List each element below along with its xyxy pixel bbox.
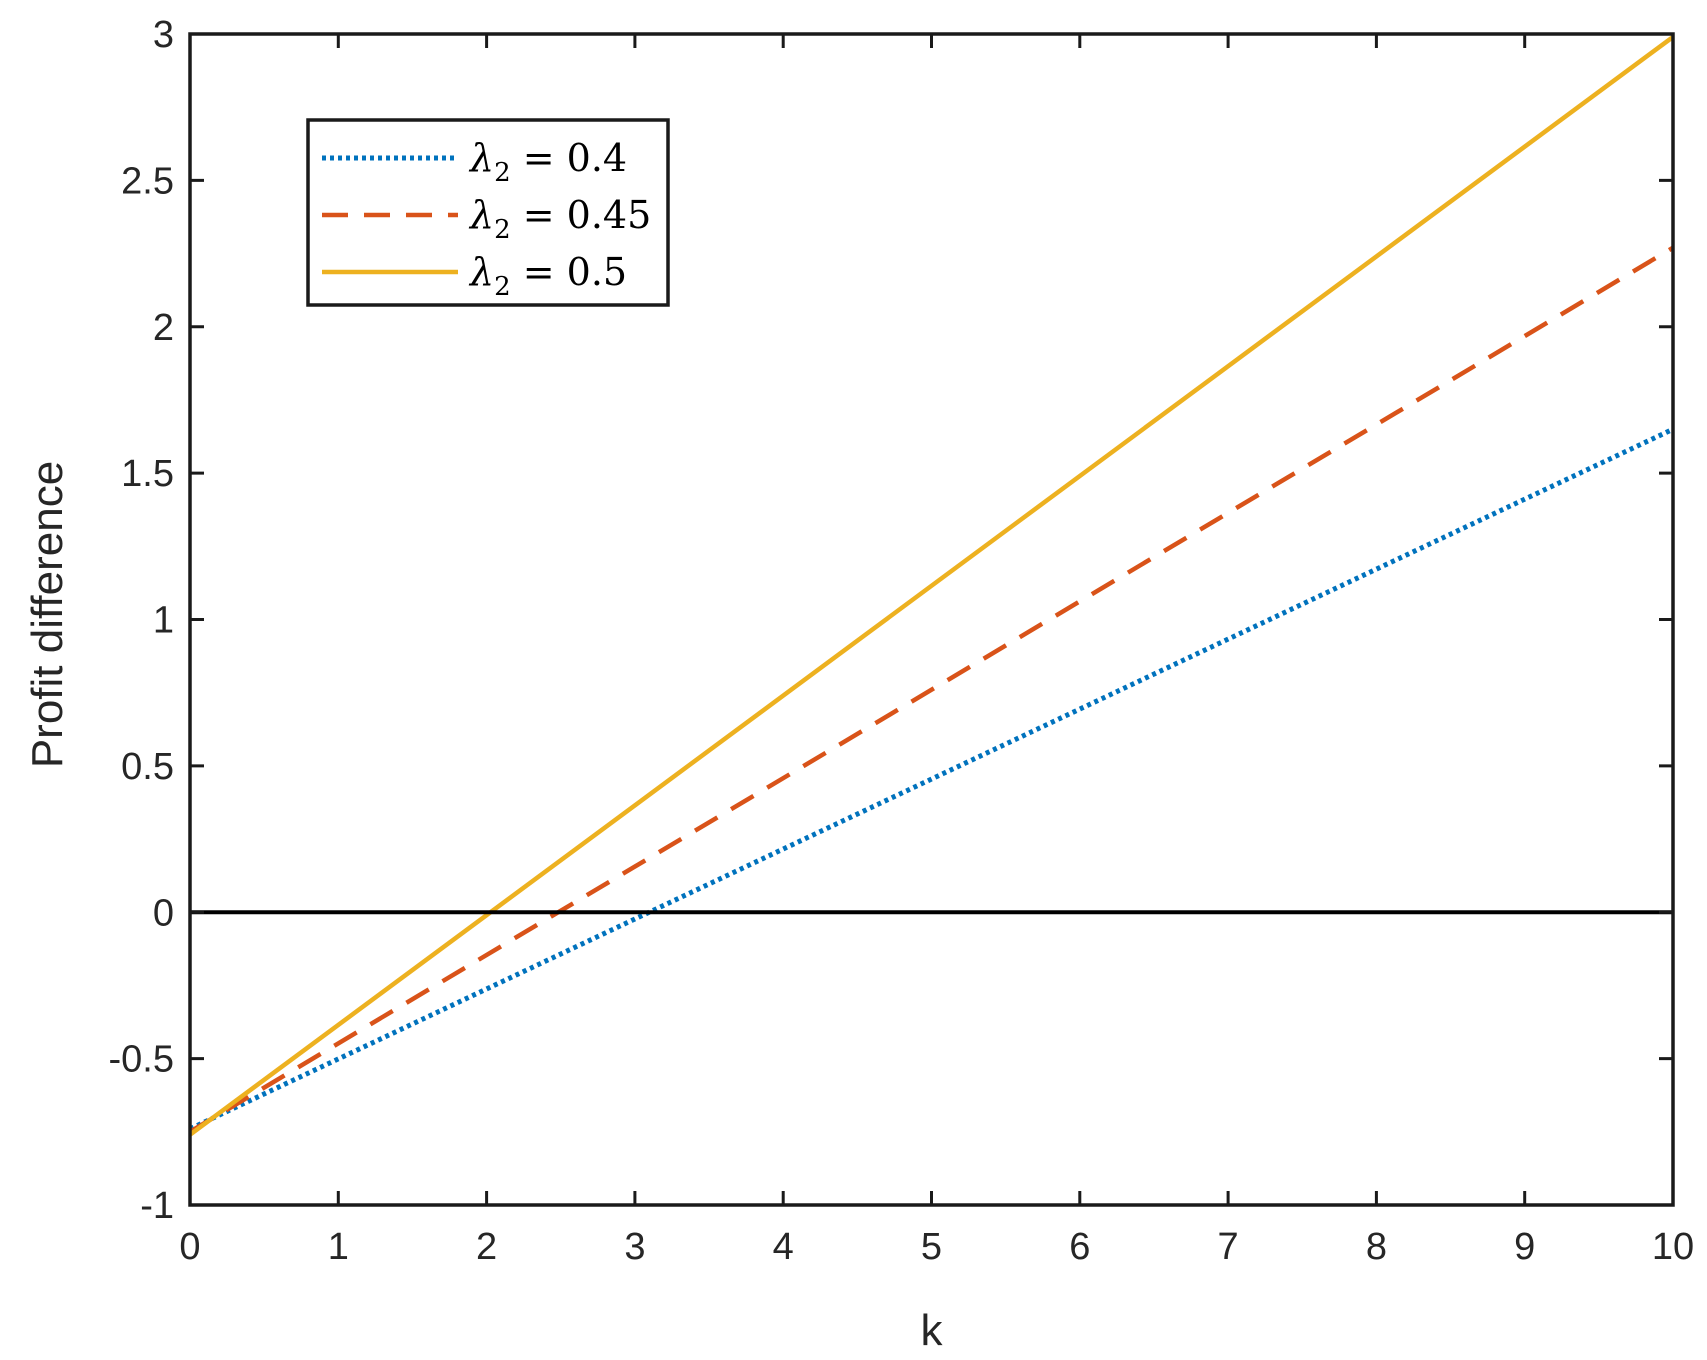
x-tick-label: 3 xyxy=(624,1226,645,1268)
plot-frame xyxy=(188,32,1675,1207)
y-tick-label: 0.5 xyxy=(121,746,174,788)
x-tick-label: 10 xyxy=(1652,1226,1694,1268)
y-tick-label: 0 xyxy=(153,892,174,934)
legend-label-1: λ2 = 0.4 xyxy=(468,136,627,188)
y-tick-label: 3 xyxy=(153,14,174,56)
x-tick-label: 5 xyxy=(921,1226,942,1268)
series-layer xyxy=(190,35,1673,1137)
y-tick-label: -0.5 xyxy=(109,1039,174,1081)
x-tick-label: 8 xyxy=(1366,1226,1387,1268)
y-tick-label: 1 xyxy=(153,600,174,642)
x-tick-label: 9 xyxy=(1514,1226,1535,1268)
y-tick-label: 1.5 xyxy=(121,453,174,495)
x-tick-label: 1 xyxy=(328,1226,349,1268)
x-axis-label: k xyxy=(921,1306,944,1355)
ticks-layer: 0 1 2 3 4 5 6 7 8 9 10 -1 -0.5 0 0.5 1 1.5 2 2.5 3 xyxy=(109,14,1695,1268)
x-tick-label: 0 xyxy=(179,1226,200,1268)
y-axis-label: Profit difference xyxy=(23,461,72,768)
y-tick-label: -1 xyxy=(140,1185,174,1227)
legend-label-2: λ2 = 0.45 xyxy=(468,193,651,245)
x-tick-label: 4 xyxy=(773,1226,794,1268)
x-tick-label: 6 xyxy=(1069,1226,1090,1268)
x-tick-label: 7 xyxy=(1218,1226,1239,1268)
y-tick-label: 2 xyxy=(153,307,174,349)
series-line-1 xyxy=(190,426,1673,1132)
legend-label-3: λ2 = 0.5 xyxy=(468,250,627,302)
y-tick-label: 2.5 xyxy=(121,160,174,202)
x-tick-label: 2 xyxy=(476,1226,497,1268)
series-line-3 xyxy=(190,35,1673,1137)
series-line-2 xyxy=(190,245,1673,1134)
